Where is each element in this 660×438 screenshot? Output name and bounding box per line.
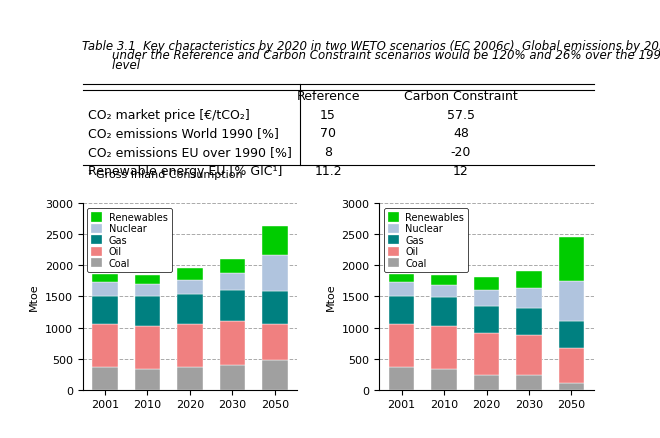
Bar [262,291,288,324]
Text: CO₂ emissions EU over 1990 [%]: CO₂ emissions EU over 1990 [%] [88,146,292,159]
Bar [516,289,542,308]
Bar [516,335,542,375]
Text: CO₂ emissions World 1990 [%]: CO₂ emissions World 1990 [%] [88,127,279,140]
Bar [389,297,414,324]
Bar [474,375,499,390]
Bar [178,367,203,390]
Text: under the Reference and Carbon Constraint scenarios would be 120% and 26% over t: under the Reference and Carbon Constrain… [82,49,660,62]
Bar [178,324,203,367]
Text: -20: -20 [451,146,471,159]
Bar [262,226,288,256]
Bar [262,256,288,291]
Bar [559,237,584,282]
Bar [220,290,245,321]
Text: 8: 8 [324,146,332,159]
Bar [178,268,203,280]
Bar [474,277,499,290]
Bar [432,369,457,390]
Bar [432,275,457,285]
Bar [516,271,542,289]
Bar [135,297,160,326]
Text: 57.5: 57.5 [447,109,475,121]
Bar [474,290,499,307]
Text: Reference: Reference [296,90,360,103]
Bar [178,280,203,294]
Text: 70: 70 [320,127,336,140]
Text: 11.2: 11.2 [314,164,342,177]
Bar [178,294,203,324]
Bar [220,259,245,273]
Bar [220,365,245,390]
Bar [389,367,414,390]
Bar [432,326,457,369]
Bar [92,274,117,283]
Bar [135,369,160,390]
Text: level: level [82,59,141,72]
Text: 15: 15 [320,109,336,121]
Text: Carbon Constraint: Carbon Constraint [404,90,518,103]
Text: ¹ Gross Inland Consumption: ¹ Gross Inland Consumption [88,170,242,180]
Bar [474,333,499,375]
Text: Table 3.1  Key characteristics by 2020 in two WETO scenarios (EC 2006c). Global : Table 3.1 Key characteristics by 2020 in… [82,39,660,53]
Bar [262,324,288,360]
Bar [559,282,584,321]
Text: 12: 12 [453,164,469,177]
Bar [432,297,457,326]
Bar [92,324,117,367]
Y-axis label: Mtoe: Mtoe [29,283,39,311]
Bar [516,375,542,390]
Bar [559,321,584,348]
Legend: Renewables, Nuclear, Gas, Oil, Coal: Renewables, Nuclear, Gas, Oil, Coal [87,208,172,272]
Bar [135,284,160,297]
Bar [516,308,542,335]
Bar [474,307,499,333]
Bar [262,360,288,390]
Bar [432,285,457,297]
Bar [389,283,414,297]
Y-axis label: Mtoe: Mtoe [325,283,336,311]
Text: CO₂ market price [€/tCO₂]: CO₂ market price [€/tCO₂] [88,109,249,121]
Bar [220,321,245,365]
Bar [220,273,245,290]
Bar [389,274,414,283]
Bar [135,275,160,284]
Bar [559,348,584,383]
Bar [389,324,414,367]
Text: Renewable energy EU [% GIC¹]: Renewable energy EU [% GIC¹] [88,164,282,177]
Bar [559,383,584,390]
Bar [92,283,117,297]
Text: 48: 48 [453,127,469,140]
Bar [92,367,117,390]
Bar [92,297,117,324]
Legend: Renewables, Nuclear, Gas, Oil, Coal: Renewables, Nuclear, Gas, Oil, Coal [384,208,468,272]
Bar [135,326,160,369]
